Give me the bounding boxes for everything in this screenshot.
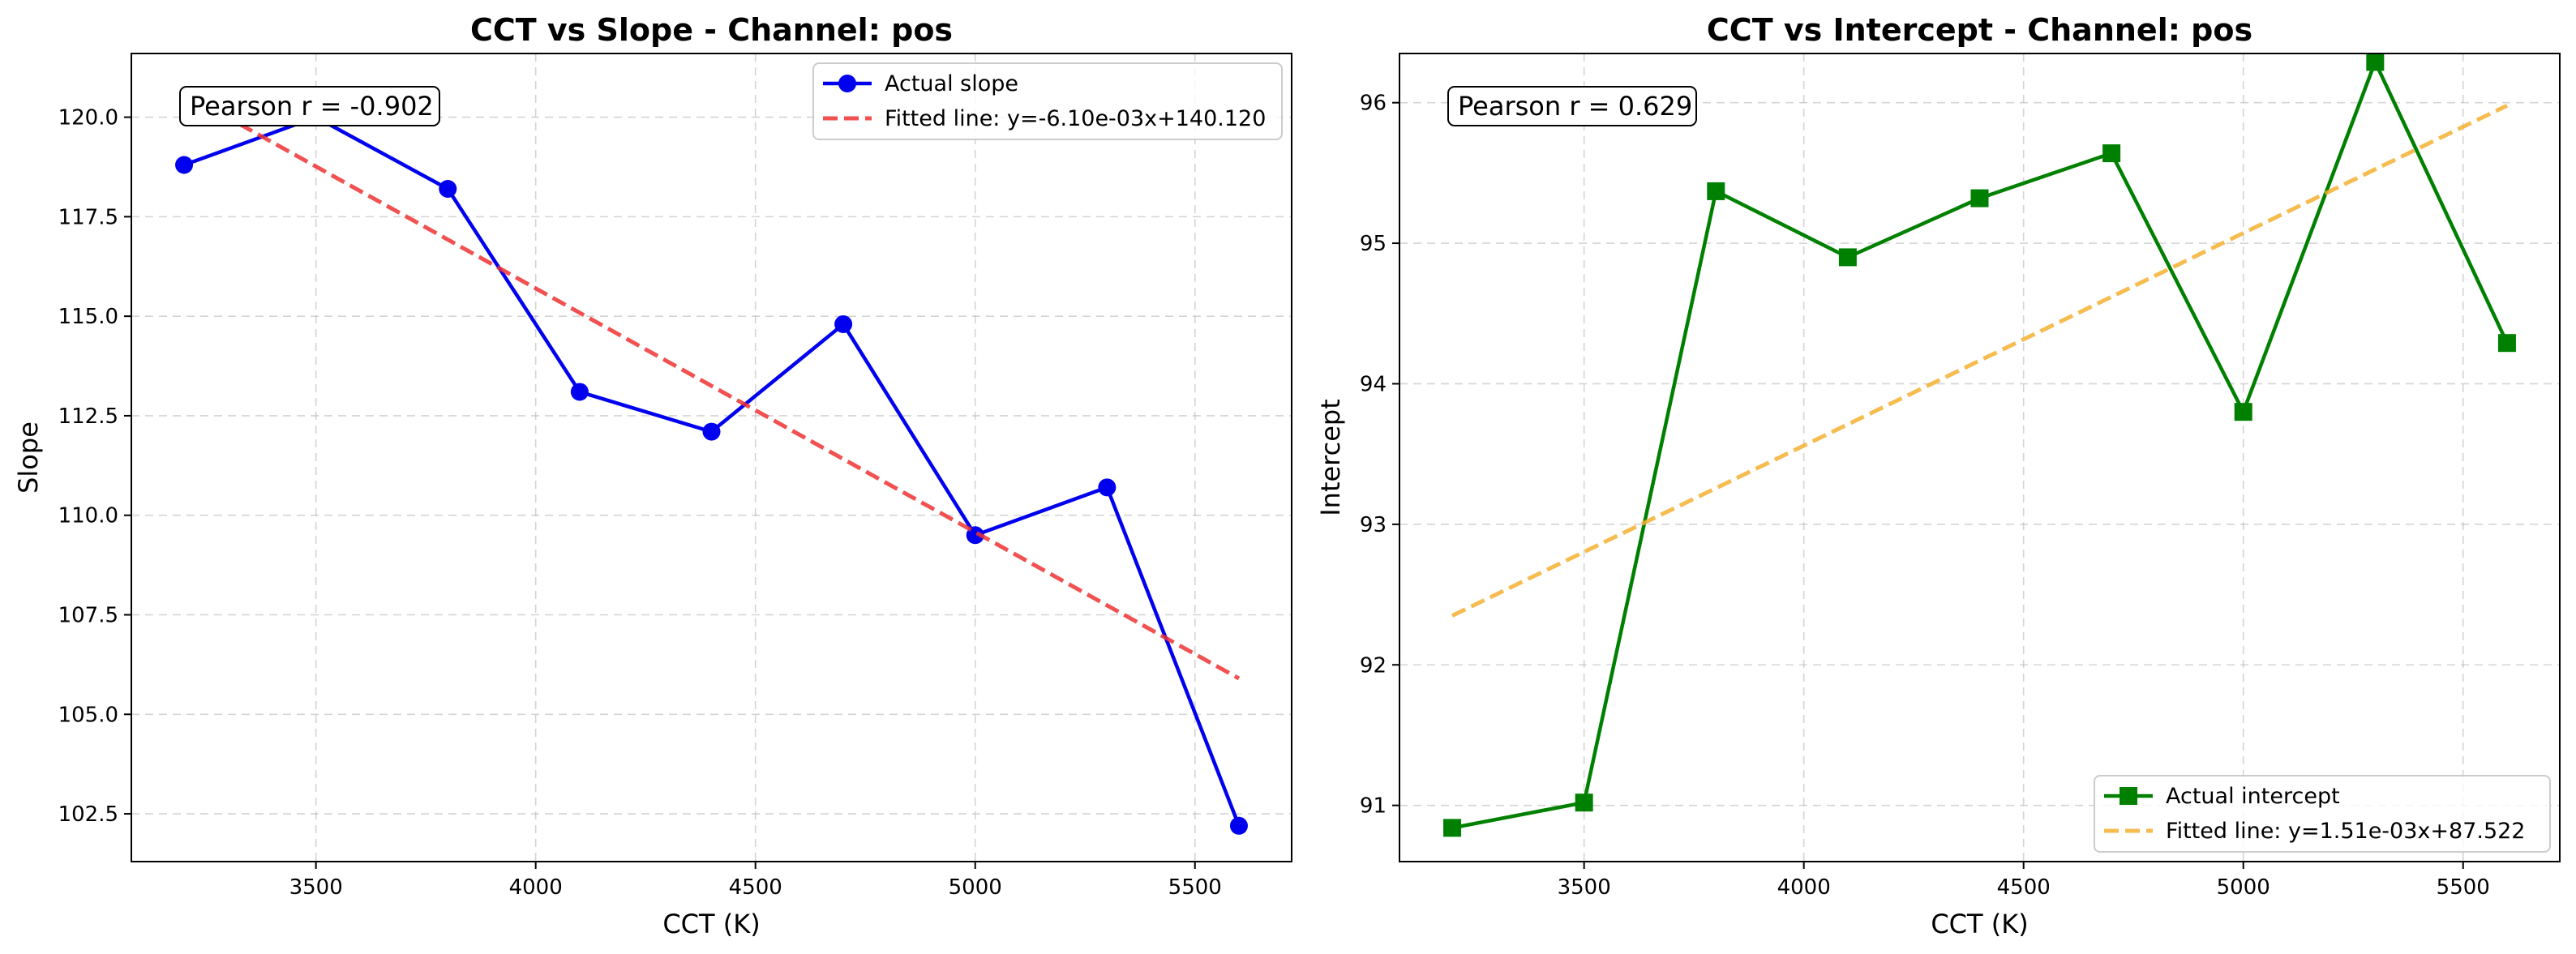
pearson-annotation-box [179, 86, 440, 126]
y-tick-label: 115.0 [58, 305, 118, 329]
data-point [570, 383, 589, 401]
legend-box [812, 62, 1283, 140]
data-point [2234, 403, 2252, 421]
x-tick-label: 5500 [1168, 875, 1222, 900]
chart-title: CCT vs Intercept - Channel: pos [1707, 12, 2252, 48]
y-tick-label: 96 [1360, 92, 1387, 116]
data-point [439, 179, 457, 198]
pearson-annotation-box [1447, 86, 1697, 126]
data-point [702, 422, 721, 441]
legend-marker [838, 75, 856, 92]
legend-entry: Fitted line: y=1.51e-03x+87.522 [2166, 819, 2525, 844]
axes-frame [131, 53, 1292, 862]
legend-entry: Fitted line: y=-6.10e-03x+140.120 [885, 106, 1266, 131]
legend-marker [2120, 787, 2137, 805]
x-tick-label: 4000 [1777, 875, 1831, 900]
chart-1: 3500 4000 4500 5000 5500 102.5 105.0 107.5 110.0… [13, 12, 1292, 939]
chart-2: 3500 4000 4500 5000 5500 91 92 93 94 95 96 CCT vs I… [1315, 12, 2561, 939]
data-point [1707, 182, 1725, 200]
data-point [834, 314, 853, 333]
series-line [1451, 60, 2510, 830]
x-axis-label: CCT (K) [662, 909, 760, 939]
axes-frame [1399, 53, 2561, 862]
data-point [2102, 144, 2121, 163]
x-tick-label: 5500 [2437, 875, 2490, 900]
data-point [1575, 794, 1593, 812]
data-point [966, 526, 984, 545]
y-tick-label: 95 [1360, 232, 1387, 256]
fit-line [1451, 103, 2509, 618]
y-tick-label: 117.5 [58, 205, 118, 229]
y-tick-label: 120.0 [58, 106, 118, 130]
x-tick-label: 4500 [729, 875, 782, 900]
y-tick-label: 94 [1360, 372, 1387, 396]
y-tick-label: 102.5 [58, 802, 118, 827]
chart-title: CCT vs Slope - Channel: pos [470, 12, 953, 48]
x-tick-label: 3500 [289, 875, 343, 900]
legend-entry: Actual slope [885, 71, 1018, 96]
x-tick-label: 5000 [949, 875, 1002, 900]
y-tick-label: 110.0 [58, 504, 118, 528]
x-tick-label: 4000 [509, 875, 563, 900]
y-tick-label: 91 [1360, 794, 1387, 819]
y-tick-label: 112.5 [58, 404, 118, 429]
data-point [1838, 248, 1857, 267]
x-tick-label: 3500 [1558, 875, 1611, 900]
series-line [183, 115, 1241, 827]
data-point [1098, 478, 1117, 497]
x-tick-label: 5000 [2217, 875, 2270, 900]
data-point [175, 156, 194, 174]
x-tick-label: 4500 [1997, 875, 2051, 900]
legend-box [2094, 775, 2551, 853]
fit-line [182, 91, 1241, 681]
x-axis-label: CCT (K) [1931, 909, 2028, 939]
data-point [1443, 819, 1462, 837]
y-tick-label: 93 [1360, 513, 1387, 537]
y-tick-label: 92 [1360, 653, 1387, 678]
data-point [1970, 189, 1989, 207]
legend-entry: Actual intercept [2166, 784, 2340, 809]
data-point [2366, 53, 2385, 71]
y-axis-label: Slope [13, 421, 44, 494]
pearson-annotation: Pearson r = 0.629 [1458, 91, 1692, 122]
y-axis-label: Intercept [1315, 399, 1346, 516]
data-point [1229, 816, 1248, 835]
y-tick-label: 105.0 [58, 703, 118, 727]
data-point [2497, 334, 2516, 353]
pearson-annotation: Pearson r = -0.902 [190, 91, 434, 122]
y-tick-label: 107.5 [58, 603, 118, 627]
